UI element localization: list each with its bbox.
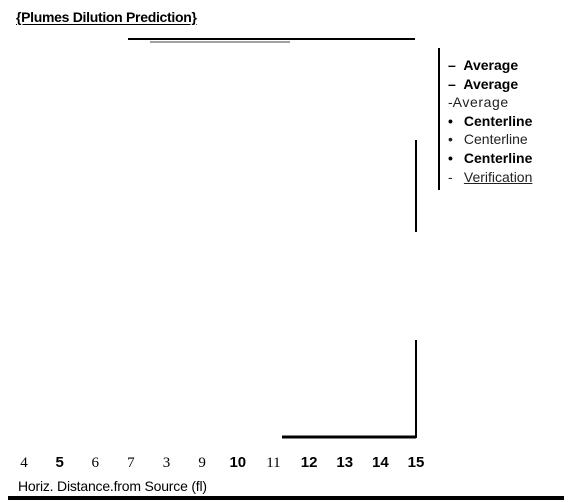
x-tick-label: 14 <box>372 454 389 471</box>
x-tick-labels: 4 5 6 7 3 9 10 11 12 13 14 15 <box>20 454 424 471</box>
x-tick-label: 15 <box>408 454 425 471</box>
legend-label: Average <box>463 57 519 73</box>
legend-item: – Average <box>448 75 558 94</box>
x-tick-label: 7 <box>127 455 135 471</box>
legend-marker: • <box>448 149 453 166</box>
x-tick-label: 9 <box>198 455 206 471</box>
legend-item: – Average <box>448 56 558 75</box>
legend-label: Centerline <box>463 112 533 129</box>
legend-item: • Centerline <box>448 112 558 131</box>
legend-label: Average <box>463 75 519 92</box>
x-tick-label: 3 <box>163 455 171 471</box>
legend-item: - Verification <box>448 168 558 187</box>
legend-label: Verification <box>463 168 533 185</box>
x-tick-label: 5 <box>55 454 63 471</box>
x-tick-label: 6 <box>92 455 100 471</box>
legend-marker: • <box>448 131 453 148</box>
legend-label: Centerline <box>463 131 528 148</box>
legend-marker: - <box>448 94 453 111</box>
axes <box>128 38 417 439</box>
legend-label: Centerline <box>463 149 533 166</box>
legend-label: Average <box>452 94 509 111</box>
x-tick-label: 10 <box>229 454 246 471</box>
chart-title: {Plumes Dilution Prediction} <box>16 9 197 25</box>
x-axis-label: Horiz. Distance.from Source (fl) <box>18 478 207 494</box>
legend: – Average – Average -Average • Centerlin… <box>438 48 558 191</box>
x-tick-label: 11 <box>266 455 280 471</box>
legend-marker: – <box>448 57 456 73</box>
x-tick-label: 4 <box>20 455 28 471</box>
x-tick-label: 13 <box>336 454 353 471</box>
bottom-rule <box>8 496 564 500</box>
legend-item: • Centerline <box>448 149 558 168</box>
legend-marker: – <box>448 75 456 92</box>
legend-marker: - <box>448 168 453 185</box>
x-tick-label: 12 <box>301 454 318 471</box>
legend-item: • Centerline <box>448 130 558 149</box>
legend-marker: • <box>448 112 453 129</box>
legend-item: -Average <box>448 93 558 112</box>
